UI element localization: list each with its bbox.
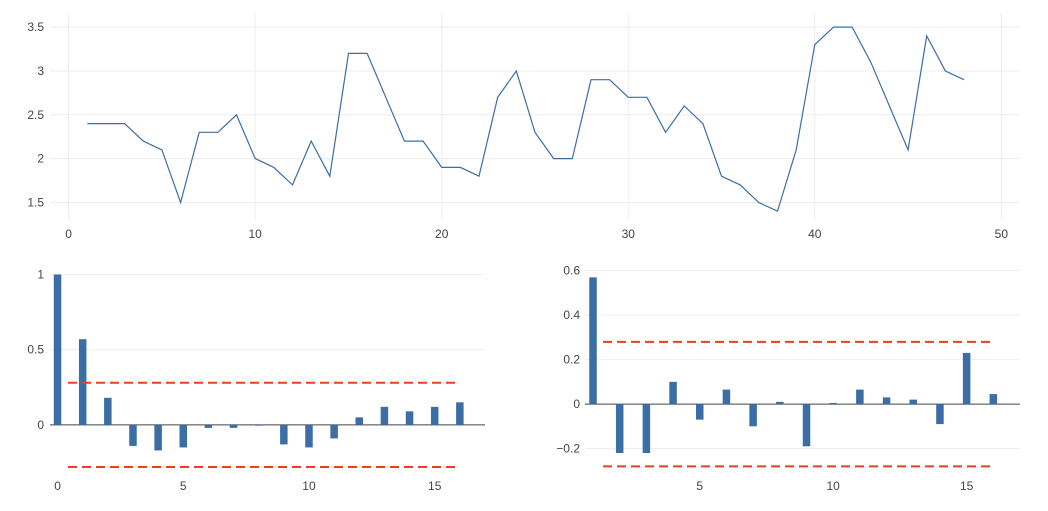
y-tick-label: 3 — [37, 64, 44, 78]
x-tick-label: 5 — [180, 479, 187, 493]
series-line — [87, 26, 965, 213]
bar-5 — [696, 404, 704, 420]
x-tick-label: 10 — [249, 227, 263, 241]
y-tick-label: −0.2 — [556, 442, 580, 456]
y-tick-label: 0.5 — [27, 343, 44, 357]
y-tick-label: 0.6 — [563, 264, 580, 278]
bar-11 — [856, 389, 864, 405]
bar-16 — [989, 394, 998, 405]
bar-14 — [936, 404, 944, 425]
x-tick-label: 10 — [827, 479, 841, 493]
bar-16 — [456, 402, 464, 425]
bar-7 — [749, 404, 757, 427]
y-tick-label: 2 — [37, 152, 44, 166]
bar-8 — [254, 424, 263, 426]
bar-3 — [642, 404, 651, 453]
y-tick-label: 1.5 — [27, 195, 44, 209]
y-tick-label: 0 — [573, 397, 580, 411]
bar-15 — [962, 352, 971, 405]
y-tick-label: 3.5 — [27, 20, 44, 34]
bar-4 — [669, 381, 677, 405]
x-tick-label: 40 — [808, 227, 822, 241]
bar-3 — [129, 424, 137, 446]
bar-10 — [829, 402, 837, 405]
acf-plot: 00.510 5 10 15 — [27, 268, 485, 493]
x-tick-label: 20 — [435, 227, 449, 241]
bar-11 — [330, 424, 338, 439]
y-tick-label: 0.2 — [563, 353, 580, 367]
bar-10 — [305, 424, 313, 448]
bar-1 — [589, 277, 597, 405]
y-tick-label: 0 — [37, 418, 44, 432]
bar-2 — [615, 404, 624, 453]
x-tick-label: 10 — [302, 479, 316, 493]
x-tick-label: 0 — [65, 227, 72, 241]
y-tick-label: 1 — [37, 268, 44, 282]
bar-9 — [280, 424, 288, 445]
bar-5 — [179, 424, 188, 448]
y-tick-label: 0.4 — [563, 308, 580, 322]
bar-6 — [204, 424, 213, 428]
bar-13 — [909, 399, 918, 405]
series-plot: 1.5 2 2.5 3 3.5 0 10 20 30 40 50 — [27, 14, 1020, 241]
bar-9 — [802, 404, 811, 447]
bar-4 — [154, 424, 162, 451]
y-tick-label: 2.5 — [27, 108, 44, 122]
bar-6 — [722, 389, 731, 405]
bar-13 — [380, 406, 389, 425]
bar-12 — [355, 417, 364, 425]
bar-12 — [882, 397, 891, 405]
pacf-plot: −0.2 0 0.2 0.4 0.6 5 10 15 — [556, 264, 1020, 493]
x-tick-label: 50 — [995, 227, 1009, 241]
bar-0 — [53, 274, 62, 425]
x-tick-label: 15 — [960, 479, 974, 493]
bar-8 — [776, 401, 784, 405]
bar-14 — [405, 411, 414, 425]
x-tick-label: 15 — [428, 479, 442, 493]
bar-2 — [104, 397, 112, 425]
bar-15 — [430, 406, 439, 425]
x-tick-label: 30 — [622, 227, 636, 241]
x-tick-label: 0 — [54, 479, 61, 493]
bar-7 — [229, 424, 238, 428]
x-tick-label: 5 — [696, 479, 703, 493]
